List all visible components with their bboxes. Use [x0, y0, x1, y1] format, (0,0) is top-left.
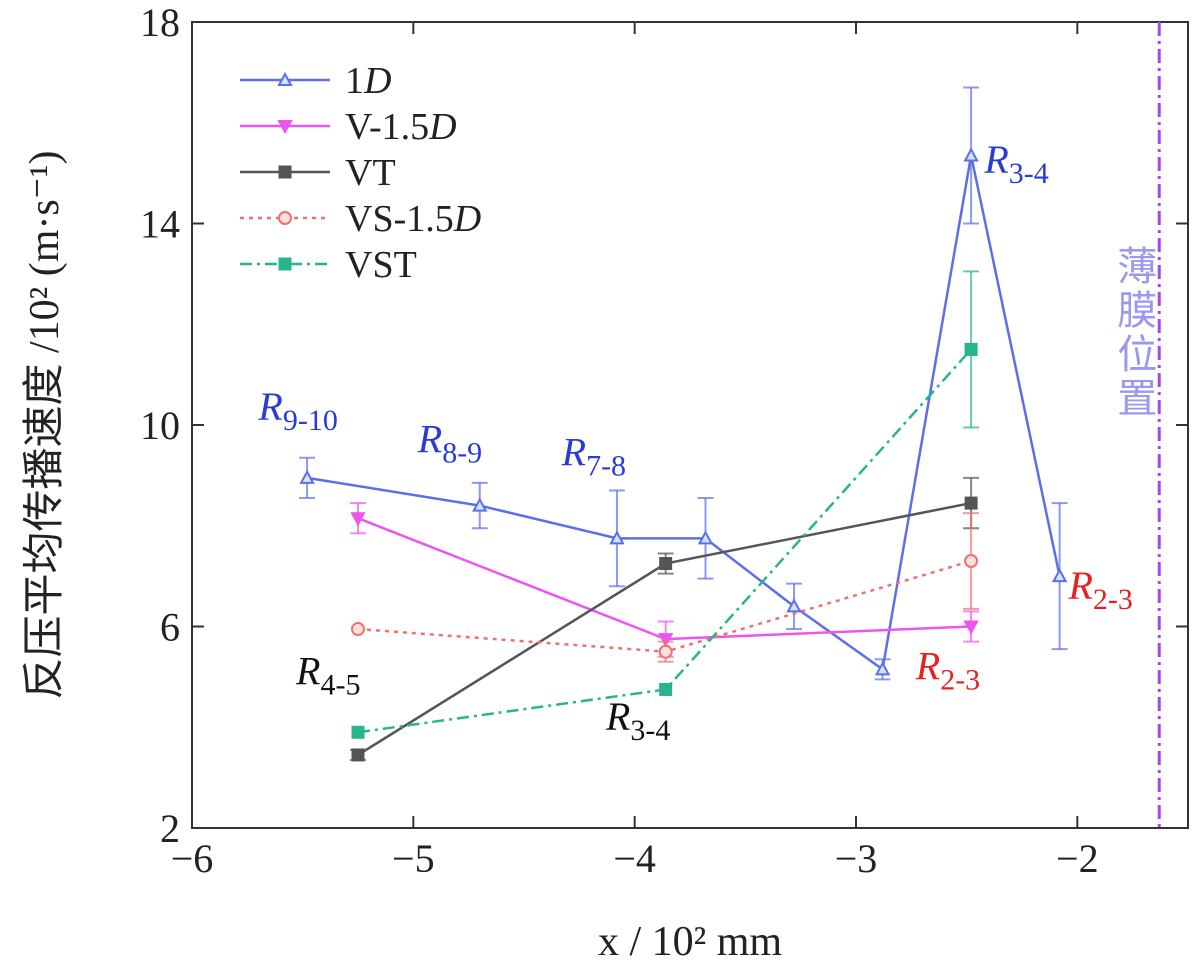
- series-1d-line: [306, 155, 1061, 672]
- series-v-1-5d-point: [350, 512, 366, 527]
- legend-v-1-5d-label: V-1.5D: [345, 106, 457, 148]
- membrane-label-char: 位: [1117, 332, 1157, 378]
- series-vst: [351, 270, 980, 739]
- axis-ticks: −6 −5 −4 −3 −2 2 6 10 14 18: [140, 0, 1188, 881]
- legend-vt-label: VT: [345, 152, 396, 194]
- series-1d: [299, 86, 1068, 681]
- x-tick-label: −5: [392, 836, 435, 881]
- y-axis-title: 反压平均传播速度 /10² (m·s⁻¹): [22, 151, 68, 700]
- legend-1d-point: [277, 71, 293, 86]
- y-tick-label: 2: [160, 806, 180, 851]
- ann-r2-3-mid: R2-3: [915, 643, 980, 696]
- ann-r8-9: R8-9: [417, 417, 482, 470]
- legend-1d-label: 1D: [345, 60, 391, 102]
- legend-vs-1-5d-point: [278, 211, 292, 225]
- membrane-label-char: 置: [1117, 376, 1157, 422]
- legend-v-1-5d-point: [277, 120, 293, 135]
- series-vst-point: [659, 682, 673, 696]
- series-vs-1-5d-point: [351, 622, 365, 637]
- membrane-label-char: 膜: [1117, 288, 1157, 334]
- series-layer: [299, 86, 1068, 762]
- series-vt-point: [351, 748, 365, 762]
- annotation-layer: R9-10 R8-9 R7-8 R3-4 R2-3 R2-3 R4-5 R3-4: [257, 137, 1133, 747]
- series-vs-1-5d-point: [658, 644, 673, 659]
- x-tick-label: −4: [613, 836, 656, 881]
- ann-r7-8: R7-8: [561, 429, 626, 482]
- x-axis-title: x / 10² mm: [598, 919, 782, 963]
- ann-r2-3-right: R2-3: [1067, 563, 1132, 616]
- series-1d-point: [609, 530, 625, 545]
- y-tick-label: 6: [160, 605, 180, 650]
- series-1d-point: [299, 469, 315, 484]
- series-vst-point: [351, 725, 365, 739]
- series-1d-point: [963, 147, 979, 162]
- series-1d-point: [472, 497, 488, 512]
- y-tick-label: 14: [140, 202, 180, 247]
- series-v-1-5d-point: [657, 633, 674, 648]
- series-1d-point: [874, 661, 891, 676]
- series-vt-point: [964, 496, 978, 510]
- series-vs-1-5d: [351, 512, 980, 663]
- series-1d-point: [786, 598, 802, 613]
- x-tick-label: −3: [835, 836, 878, 881]
- x-tick-label: −6: [171, 836, 214, 881]
- legend-vst-point: [278, 257, 292, 271]
- ann-r3-4-top: R3-4: [983, 137, 1048, 190]
- ann-r3-4-bottom: R3-4: [605, 694, 670, 747]
- series-v-1-5d-point: [963, 620, 979, 635]
- series-vt-point: [659, 557, 673, 571]
- legend-vs-1-5d-label: VS-1.5D: [345, 198, 481, 240]
- legend-vt-point: [278, 165, 292, 179]
- series-1d-point: [697, 530, 714, 545]
- legend-vst-label: VST: [345, 244, 417, 286]
- y-tick-label: 10: [140, 403, 180, 448]
- membrane-label-char: 薄: [1117, 244, 1157, 290]
- series-vt: [350, 476, 980, 762]
- series-vst-point: [964, 342, 978, 356]
- ann-r9-10: R9-10: [257, 384, 337, 437]
- series-vs-1-5d-point: [964, 554, 979, 569]
- series-v-1-5d: [350, 502, 980, 658]
- x-tick-label: −2: [1056, 836, 1099, 881]
- series-1d-point: [1051, 568, 1068, 583]
- y-tick-label: 18: [140, 0, 180, 45]
- ann-r4-5: R4-5: [295, 648, 360, 701]
